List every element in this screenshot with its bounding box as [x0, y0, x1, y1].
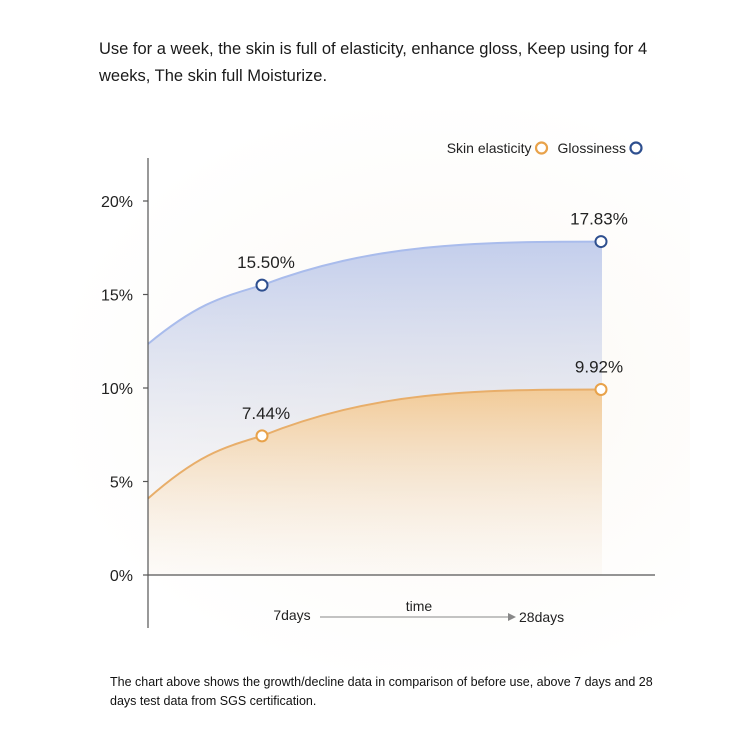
y-tick-label: 15% [101, 288, 133, 305]
x-axis-title: time [406, 598, 433, 614]
legend-marker [629, 141, 643, 155]
data-label: 17.83% [570, 210, 628, 229]
y-tick-label: 0% [110, 568, 133, 585]
legend-label: Skin elasticity [447, 140, 532, 156]
data-point [594, 382, 608, 396]
y-tick-label: 5% [110, 475, 133, 492]
footnote-text: The chart above shows the growth/decline… [110, 675, 653, 708]
legend-label: Glossiness [558, 140, 626, 156]
y-tick-label: 10% [101, 381, 133, 398]
series-line-skin-elasticity [147, 388, 603, 500]
series-line-glossiness [147, 240, 603, 345]
data-label: 9.92% [575, 357, 623, 376]
x-tick-label: 28days [519, 609, 564, 625]
x-tick-label: 7days [273, 607, 310, 623]
legend-marker [534, 141, 549, 155]
data-point [255, 278, 269, 292]
data-label: 15.50% [237, 253, 295, 272]
data-point [255, 429, 269, 443]
data-label: 7.44% [242, 404, 290, 423]
data-point [594, 235, 608, 249]
headline-text: Use for a week, the skin is full of elas… [99, 40, 648, 85]
time-arrow-head [508, 613, 516, 621]
y-tick-label: 20% [101, 194, 133, 211]
series-area-skin-elasticity [148, 389, 602, 575]
